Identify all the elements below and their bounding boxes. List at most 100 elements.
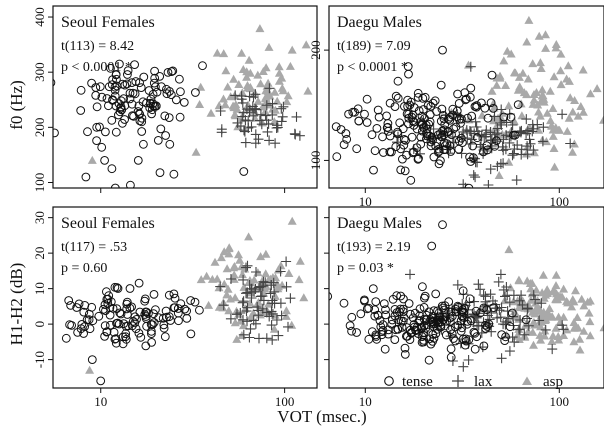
point-asp [219,49,229,58]
point-tense [83,127,92,137]
point-lax [521,114,532,125]
point-asp [219,279,229,288]
point-tense [141,314,151,323]
point-tense [418,282,427,292]
point-tense [507,308,517,318]
point-asp [529,318,539,327]
point-tense [439,145,449,155]
point-tense [186,329,196,339]
point-lax [276,116,287,127]
point-lax [237,111,248,122]
point-tense [457,114,466,124]
point-tense [137,127,147,136]
point-tense [378,320,388,330]
point-asp [541,43,551,52]
point-lax [232,309,242,320]
point-asp [228,101,238,110]
point-tense [160,111,170,121]
point-tense [505,322,515,332]
point-tense [466,83,476,93]
point-tense [344,109,354,119]
point-tense [385,98,395,108]
point-tense [191,88,200,97]
point-asp [537,85,547,94]
point-tense [445,141,455,151]
point-asp [504,157,514,166]
point-tense [468,141,478,151]
point-asp [287,45,297,54]
point-lax [516,149,527,160]
point-asp [238,65,248,73]
point-tense [125,284,135,293]
point-asp [542,108,552,117]
point-lax [252,302,263,312]
point-tense [164,312,174,322]
point-tense [148,99,158,108]
point-tense [390,335,400,345]
point-tense [414,106,424,116]
point-lax [238,329,249,340]
point-tense [110,183,120,188]
point-lax [267,334,278,345]
point-tense [368,284,378,294]
point-tense [345,321,355,331]
point-lax [527,126,538,137]
point-lax [269,286,280,297]
point-asp [237,88,247,97]
point-tense [438,126,448,136]
point-asp [531,305,541,314]
point-tense [329,292,333,301]
point-lax [281,256,292,267]
point-lax [247,101,258,112]
point-tense [100,300,110,310]
point-lax [257,281,268,292]
point-tense [393,93,403,103]
point-tense [347,326,357,336]
point-tense [339,140,349,150]
panel-marks [329,15,604,188]
point-lax [267,98,278,109]
point-asp [492,73,502,82]
point-tense [408,116,418,126]
point-lax [501,117,512,128]
point-tense [360,109,369,119]
point-lax [267,109,278,120]
point-asp [464,60,473,69]
point-lax [530,294,541,305]
point-tense [122,304,132,314]
y-tick-label: 300 [32,62,47,82]
point-asp [542,285,552,294]
y-tick-label: 200 [32,118,47,138]
point-tense [174,316,183,326]
point-asp [536,322,545,331]
point-lax [216,127,227,138]
point-tense [116,102,126,112]
point-tense [442,316,452,326]
point-tense [433,147,443,157]
point-lax [483,180,494,188]
point-tense [92,136,101,146]
point-tense [400,166,410,176]
point-lax [485,164,496,175]
point-lax [243,115,254,126]
point-asp [536,335,546,344]
point-lax [250,318,261,329]
point-tense [369,165,378,175]
point-tense [331,122,341,131]
point-asp [529,148,539,157]
point-tense [438,111,448,120]
point-tense [437,104,447,114]
point-lax [470,172,481,183]
point-lax [498,158,509,169]
point-asp [261,92,271,101]
point-tense [521,315,531,325]
point-asp [294,275,304,284]
point-asp [541,30,550,39]
point-lax [478,290,489,300]
point-lax [558,324,569,335]
legend-entry-lax: lax [452,374,493,390]
point-lax [285,293,296,304]
point-tense [483,113,493,123]
point-tense [400,102,409,111]
point-tense [453,301,463,311]
